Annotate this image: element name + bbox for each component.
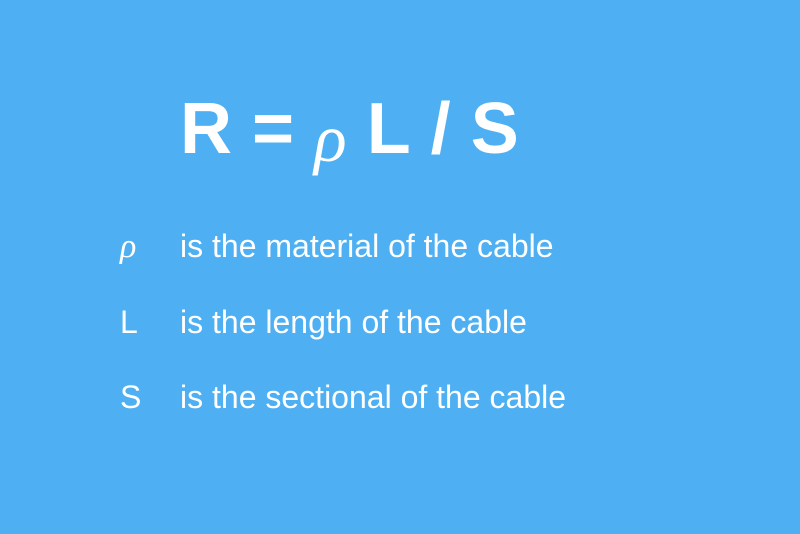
definition-symbol-rho: ρ — [120, 228, 180, 266]
definitions-list: ρ is the material of the cable L is the … — [120, 228, 566, 454]
definition-text: is the length of the cable — [180, 304, 527, 341]
formula-rho: ρ — [314, 99, 349, 178]
resistance-formula: R = ρ L / S — [180, 88, 521, 170]
definition-row: ρ is the material of the cable — [120, 228, 566, 266]
formula-slash: / — [431, 88, 453, 170]
definition-row: S is the sectional of the cable — [120, 379, 566, 416]
formula-equals: = — [252, 88, 296, 170]
definition-text: is the sectional of the cable — [180, 379, 566, 416]
definition-symbol-L: L — [120, 304, 180, 341]
formula-R: R — [180, 88, 234, 170]
definition-text: is the material of the cable — [180, 228, 554, 265]
definition-symbol-S: S — [120, 379, 180, 416]
formula-S: S — [471, 88, 521, 170]
formula-L: L — [367, 88, 413, 170]
definition-row: L is the length of the cable — [120, 304, 566, 341]
